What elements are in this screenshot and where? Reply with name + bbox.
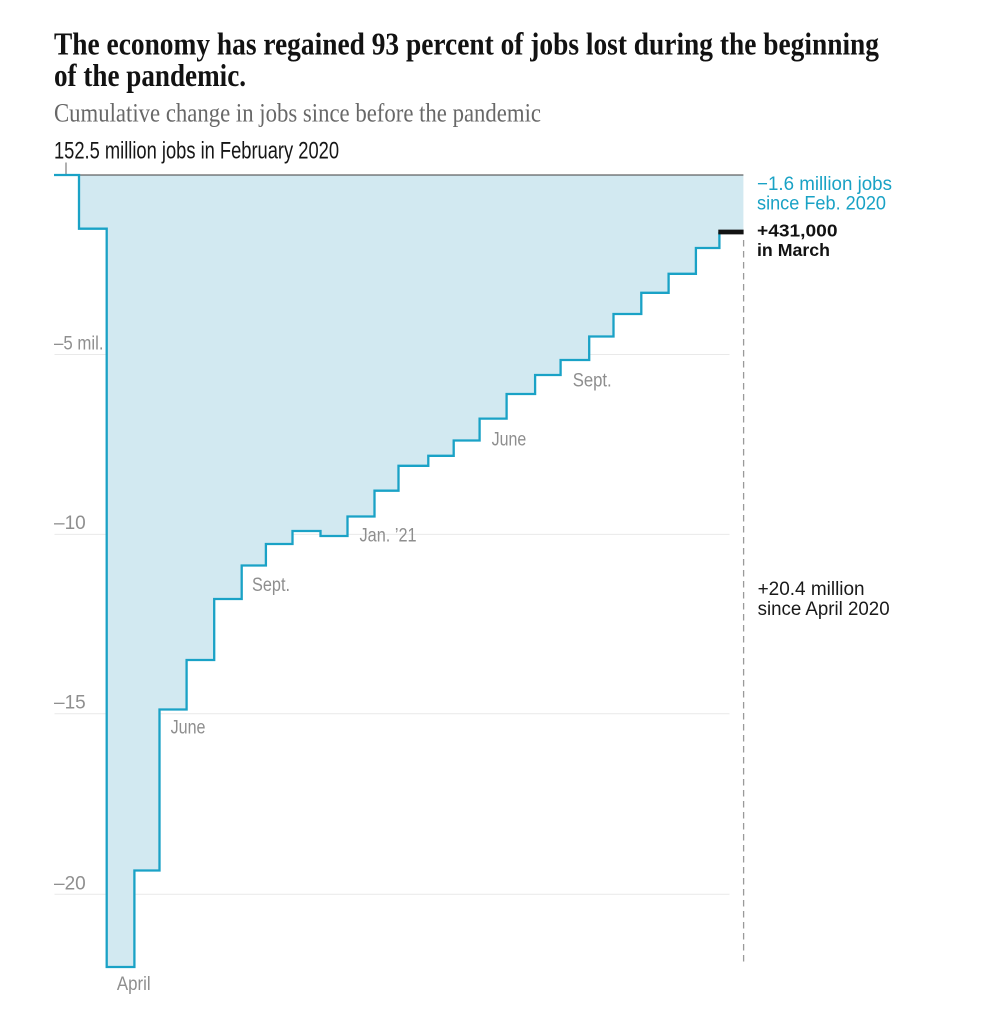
svg-text:The economy has regained 93 pe: The economy has regained 93 percent of j… [54,25,879,61]
svg-text:−1.6 million jobs: −1.6 million jobs [757,174,892,195]
svg-text:Cumulative change in jobs sinc: Cumulative change in jobs since before t… [54,99,541,128]
svg-text:+20.4 million: +20.4 million [758,578,865,600]
svg-text:April: April [117,973,151,995]
svg-text:–20: –20 [54,873,86,894]
svg-text:–5 mil.: –5 mil. [54,333,104,354]
svg-text:+431,000: +431,000 [757,221,838,241]
svg-text:since Feb. 2020: since Feb. 2020 [757,194,886,215]
svg-text:June: June [492,429,527,451]
svg-text:–15: –15 [54,692,86,713]
svg-text:June: June [171,717,206,739]
svg-text:Sept.: Sept. [573,370,612,392]
svg-text:152.5 million jobs in February: 152.5 million jobs in February 2020 [54,137,339,164]
svg-text:since April 2020: since April 2020 [758,598,890,620]
svg-text:Jan. ’21: Jan. ’21 [360,525,417,547]
svg-text:of the pandemic.: of the pandemic. [54,57,246,93]
svg-text:–10: –10 [54,513,86,534]
svg-text:Sept.: Sept. [252,574,290,596]
svg-text:in March: in March [757,240,830,260]
